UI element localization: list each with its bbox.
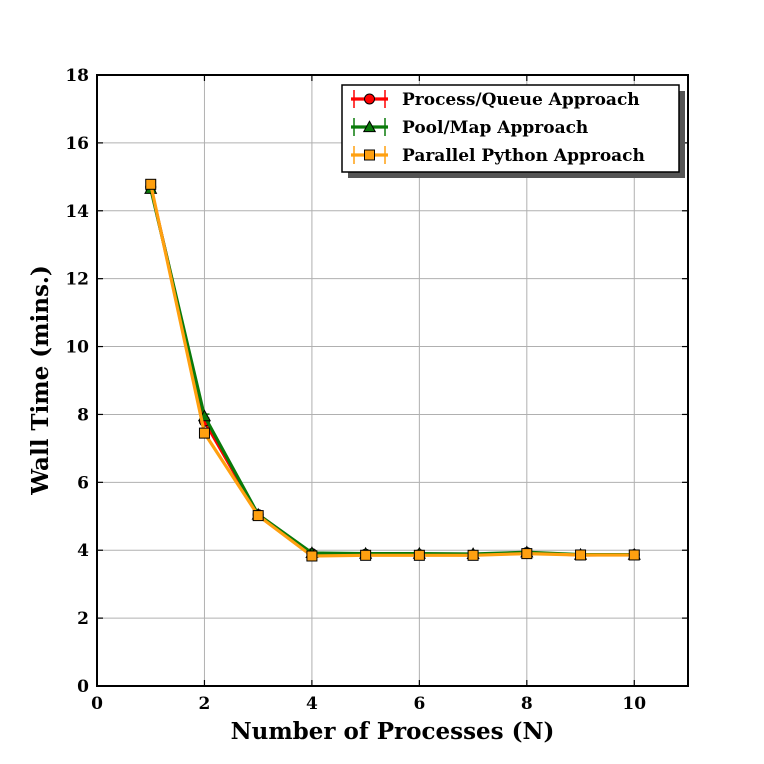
- legend-entry: Process/Queue Approach: [351, 90, 640, 110]
- plot-frame: [96, 74, 689, 687]
- data-point: [306, 550, 318, 562]
- y-tick-label: 10: [65, 338, 89, 358]
- y-tick-label: 0: [77, 677, 89, 697]
- legend-marker: [362, 120, 377, 133]
- y-tick-label: 6: [77, 473, 89, 493]
- legend-label: Pool/Map Approach: [402, 118, 588, 138]
- data-point: [145, 178, 157, 190]
- y-tick-label: 4: [77, 541, 89, 561]
- y-axis-label: Wall Time (mins.): [27, 265, 54, 496]
- data-point: [467, 549, 479, 561]
- x-axis-label: Number of Processes (N): [231, 718, 555, 745]
- data-point: [198, 427, 210, 439]
- y-tick-label: 18: [65, 66, 89, 86]
- series-line: [149, 186, 635, 557]
- x-tick-label: 6: [413, 694, 425, 714]
- data-point: [252, 510, 264, 522]
- series-line: [149, 183, 635, 558]
- legend: Process/Queue Approach Pool/Map Approach P…: [341, 84, 685, 178]
- y-tick-label: 16: [65, 134, 89, 154]
- data-point: [575, 549, 587, 561]
- y-tick-label: 2: [77, 609, 89, 629]
- legend-entry: Pool/Map Approach: [351, 118, 588, 138]
- legend-entry: Parallel Python Approach: [351, 146, 645, 166]
- tick-labels: 0 2 4 6 8 10 0 2 4 6 8 10 12 14 16 18: [65, 66, 646, 714]
- series-square: [145, 178, 640, 562]
- data-point: [413, 549, 425, 561]
- series-line: [149, 188, 635, 557]
- legend-label: Process/Queue Approach: [402, 90, 640, 110]
- x-tick-label: 0: [91, 694, 103, 714]
- series-triangle: [144, 181, 641, 560]
- y-tick-label: 12: [65, 270, 89, 290]
- series-layer: [144, 178, 641, 562]
- legend-box: [341, 84, 680, 173]
- x-tick-label: 4: [306, 694, 318, 714]
- legend-marker: [364, 149, 375, 161]
- y-tick-label: 8: [77, 405, 89, 425]
- y-tick-label: 14: [65, 202, 89, 222]
- series-circle: [145, 181, 640, 561]
- legend-marker: [364, 93, 375, 105]
- x-tick-label: 10: [622, 694, 646, 714]
- x-tick-label: 8: [521, 694, 533, 714]
- data-point: [521, 548, 533, 560]
- legend-label: Parallel Python Approach: [402, 146, 645, 166]
- data-point: [628, 549, 640, 561]
- x-tick-label: 2: [199, 694, 211, 714]
- data-point: [360, 549, 372, 561]
